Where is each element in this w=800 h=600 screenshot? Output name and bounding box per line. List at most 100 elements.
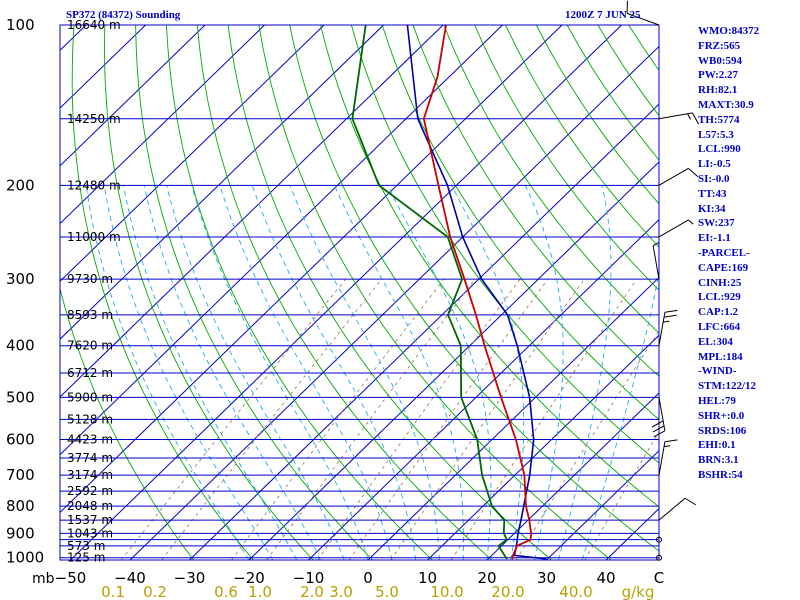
height-label: 2048 m xyxy=(67,499,113,513)
wind-barb xyxy=(652,242,660,280)
dry-adiabat-line xyxy=(135,25,373,560)
wind-barb xyxy=(656,554,662,561)
height-label: 7620 m xyxy=(67,339,113,353)
moist-adiabat-line xyxy=(451,185,525,560)
pressure-tick-label: 100 xyxy=(6,16,35,34)
mixing-ratio-line xyxy=(515,330,659,560)
pressure-tick-label: 800 xyxy=(6,497,35,515)
pressure-tick-label: 900 xyxy=(6,524,35,542)
dry-adiabat-line xyxy=(60,286,194,560)
wind-barb xyxy=(658,439,678,476)
temperature-tick-label: 20 xyxy=(477,569,496,587)
temperature-tick-label: 40 xyxy=(596,569,615,587)
moist-adiabat-line xyxy=(85,185,250,560)
mixing-ratio-line xyxy=(348,278,549,560)
temperature-tick-label: 0 xyxy=(363,569,373,587)
index-line: EHI:0.1 xyxy=(698,439,736,452)
pressure-tick-label: 200 xyxy=(6,176,35,194)
dry-adiabat-line xyxy=(227,25,552,560)
isotherm-line xyxy=(546,450,659,560)
mixing-ratio-unit-label: g/kg xyxy=(622,583,655,600)
dry-adiabat-line xyxy=(289,25,659,552)
isotherm-line xyxy=(427,334,659,560)
index-line: EI:-1.1 xyxy=(698,232,731,245)
index-line: KI:34 xyxy=(698,202,726,215)
sounding-datetime: 1200Z 7 JUN 25 xyxy=(565,9,641,21)
mixing-ratio-tick-label: 20.0 xyxy=(491,583,524,600)
temperature-tick-label: 30 xyxy=(537,569,556,587)
moist-adiabat-line xyxy=(166,185,345,560)
chart-frame xyxy=(59,24,660,561)
index-line: -PARCEL- xyxy=(698,247,750,259)
temperature-tick-label: −40 xyxy=(114,569,146,587)
isotherm-line xyxy=(60,25,384,340)
index-line: CAPE:169 xyxy=(698,261,749,274)
height-label: 14250 m xyxy=(67,112,121,126)
index-line: LI:-0.5 xyxy=(698,158,731,171)
pressure-tick-label: 500 xyxy=(6,388,35,406)
index-line: TT:43 xyxy=(698,187,727,200)
wind-barb xyxy=(658,219,694,238)
index-line: FRZ:565 xyxy=(698,39,741,52)
mixing-ratio-line xyxy=(161,278,383,560)
dry-adiabat-line xyxy=(381,25,659,421)
height-label: 12480 m xyxy=(67,178,121,192)
isotherm-line xyxy=(60,25,503,456)
height-label: 3774 m xyxy=(67,451,113,465)
wind-barb xyxy=(656,536,662,543)
height-label: 4423 m xyxy=(67,433,113,447)
parcel-trace xyxy=(406,25,547,560)
isotherm-line xyxy=(60,25,444,398)
mixing-ratio-tick-label: 0.6 xyxy=(214,583,238,600)
wind-barb xyxy=(626,0,660,26)
pressure-tick-label: 600 xyxy=(6,431,35,449)
index-line: EL:304 xyxy=(698,335,733,348)
mixing-ratio-line xyxy=(317,278,521,560)
dry-adiabat-line xyxy=(505,25,659,248)
temperature-tick-label: −10 xyxy=(293,569,325,587)
moist-adiabat-line xyxy=(289,185,440,560)
index-line: STM:122/12 xyxy=(698,380,757,393)
moist-adiabat-line xyxy=(103,185,274,560)
moist-adiabat-line xyxy=(251,185,417,560)
mixing-ratio-tick-label: 10.0 xyxy=(430,583,463,600)
dry-adiabat-line xyxy=(196,25,493,560)
sounding-title: SP372 (84372) Sounding xyxy=(66,9,181,21)
height-label: 8593 m xyxy=(67,308,113,322)
isotherm-line xyxy=(189,103,659,560)
index-line: BRN:3.1 xyxy=(698,454,739,467)
pressure-unit-label: mb xyxy=(32,571,55,587)
index-line: WB0:594 xyxy=(698,54,742,67)
wind-barb xyxy=(658,309,678,346)
dry-adiabat-line xyxy=(71,25,254,560)
temperature-tick-label: −50 xyxy=(55,569,87,587)
pressure-tick-label: 400 xyxy=(6,337,35,355)
isotherm-line xyxy=(248,161,659,560)
index-line: SHR+:0.0 xyxy=(698,409,745,422)
dry-adiabat-line xyxy=(443,25,659,334)
mixing-ratio-line xyxy=(390,278,585,560)
height-label: 11000 m xyxy=(67,230,121,244)
height-label: 5900 m xyxy=(67,390,113,404)
height-label: 2592 m xyxy=(67,484,113,498)
mixing-ratio-tick-label: 0.2 xyxy=(143,583,167,600)
wind-barb xyxy=(658,497,697,521)
index-line: HEL:79 xyxy=(698,395,736,407)
index-line: MAXT:30.9 xyxy=(698,99,754,111)
dry-adiabat-line xyxy=(165,25,433,560)
height-label: 9730 m xyxy=(67,272,113,286)
wind-barb xyxy=(658,112,699,125)
mixing-ratio-line xyxy=(231,278,445,560)
temperature-tick-label: −30 xyxy=(174,569,206,587)
index-line: TH:5774 xyxy=(698,113,740,126)
wind-barb xyxy=(651,397,666,438)
chart-grid xyxy=(60,25,659,560)
index-line: CAP:1.2 xyxy=(698,306,739,319)
index-line: L57:5.3 xyxy=(698,128,734,141)
isotherm-line xyxy=(60,25,206,167)
dry-adiabat-line xyxy=(474,25,659,291)
dry-adiabat-line xyxy=(412,25,659,377)
moist-adiabat-line xyxy=(143,185,321,560)
temperature-tick-label: −20 xyxy=(233,569,265,587)
isotherm-line xyxy=(308,219,659,560)
